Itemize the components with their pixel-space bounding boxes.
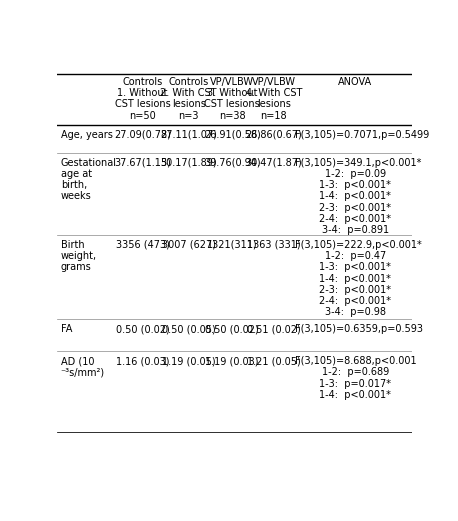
Text: weeks: weeks [61,191,92,201]
Text: 1-4:  p<0.001*: 1-4: p<0.001* [320,390,391,400]
Text: 0.50 (0.05): 0.50 (0.05) [162,324,215,334]
Text: 2. With CST: 2. With CST [160,88,217,98]
Text: 1. Without: 1. Without [117,88,168,98]
Text: FA: FA [61,324,72,334]
Text: n=50: n=50 [129,110,156,121]
Text: lesions: lesions [172,100,206,109]
Text: Controls: Controls [122,77,163,86]
Text: age at: age at [61,169,92,179]
Text: 30.17(1.89): 30.17(1.89) [160,157,217,168]
Text: 1-2:  p=0.689: 1-2: p=0.689 [322,367,389,377]
Text: 2-4:  p<0.001*: 2-4: p<0.001* [319,214,392,224]
Text: ⁻³s/mm²): ⁻³s/mm²) [61,367,105,377]
Text: F(3,105)=222.9,p<0.001*: F(3,105)=222.9,p<0.001* [295,240,422,250]
Text: 27.11(1.07): 27.11(1.07) [160,130,217,140]
Text: 0.50 (0.02): 0.50 (0.02) [115,324,169,334]
Text: 3007 (627): 3007 (627) [162,240,216,250]
Text: CST lesions: CST lesions [114,100,170,109]
Text: 1-3:  p=0.017*: 1-3: p=0.017* [319,379,392,389]
Text: VP/VLBW: VP/VLBW [252,77,296,86]
Text: 0.51 (0.02): 0.51 (0.02) [247,324,300,334]
Text: 2-3:  p<0.001*: 2-3: p<0.001* [319,203,392,213]
Text: grams: grams [61,262,92,272]
Text: 1-4:  p<0.001*: 1-4: p<0.001* [320,274,391,283]
Text: F(3,105)=0.7071,p=0.5499: F(3,105)=0.7071,p=0.5499 [295,130,429,140]
Text: 26.86(0.67): 26.86(0.67) [245,130,302,140]
Text: 1.16 (0.03): 1.16 (0.03) [116,356,169,366]
Text: weight,: weight, [61,251,97,261]
Text: lesions: lesions [257,100,291,109]
Text: 0.50 (0.02): 0.50 (0.02) [205,324,259,334]
Text: 30.47(1.87): 30.47(1.87) [245,157,302,168]
Text: 26.91(0.58): 26.91(0.58) [204,130,261,140]
Text: 1-3:  p<0.001*: 1-3: p<0.001* [320,262,391,272]
Text: F(3,105)=0.6359,p=0.593: F(3,105)=0.6359,p=0.593 [295,324,423,334]
Text: F(3,105)=349.1,p<0.001*: F(3,105)=349.1,p<0.001* [295,157,421,168]
Text: 3. Without: 3. Without [207,88,257,98]
Text: 3-4:  p=0.98: 3-4: p=0.98 [325,307,386,317]
Text: 1.19 (0.05): 1.19 (0.05) [162,356,215,366]
Text: AD (10: AD (10 [61,356,94,366]
Text: 39.76(0.94): 39.76(0.94) [204,157,261,168]
Text: 1.19 (0.03): 1.19 (0.03) [206,356,259,366]
Text: 1363 (331): 1363 (331) [247,240,300,250]
Text: 1.21 (0.05): 1.21 (0.05) [247,356,300,366]
Text: 1-4:  p<0.001*: 1-4: p<0.001* [320,191,391,201]
Text: 2-4:  p<0.001*: 2-4: p<0.001* [319,296,392,306]
Text: F(3,105)=8.688,p<0.001: F(3,105)=8.688,p<0.001 [295,356,417,366]
Text: Birth: Birth [61,240,84,250]
Text: ANOVA: ANOVA [338,77,372,86]
Text: VP/VLBW: VP/VLBW [210,77,254,86]
Text: n=38: n=38 [219,110,245,121]
Text: 37.67(1.15): 37.67(1.15) [114,157,171,168]
Text: CST lesions: CST lesions [204,100,260,109]
Text: n=18: n=18 [261,110,287,121]
Text: 1-2:  p=0.47: 1-2: p=0.47 [325,251,386,261]
Text: n=3: n=3 [178,110,199,121]
Text: 1-3:  p<0.001*: 1-3: p<0.001* [320,180,391,190]
Text: 27.09(0.78): 27.09(0.78) [114,130,171,140]
Text: birth,: birth, [61,180,87,190]
Text: 3356 (473): 3356 (473) [115,240,169,250]
Text: Gestational: Gestational [61,157,117,168]
Text: Age, years: Age, years [61,130,113,140]
Text: 1-2:  p=0.09: 1-2: p=0.09 [325,169,386,179]
Text: 4. With CST: 4. With CST [245,88,302,98]
Text: 2-3:  p<0.001*: 2-3: p<0.001* [319,285,392,295]
Text: 1321(311): 1321(311) [207,240,257,250]
Text: 3-4:  p=0.891: 3-4: p=0.891 [322,225,389,235]
Text: Controls: Controls [169,77,209,86]
